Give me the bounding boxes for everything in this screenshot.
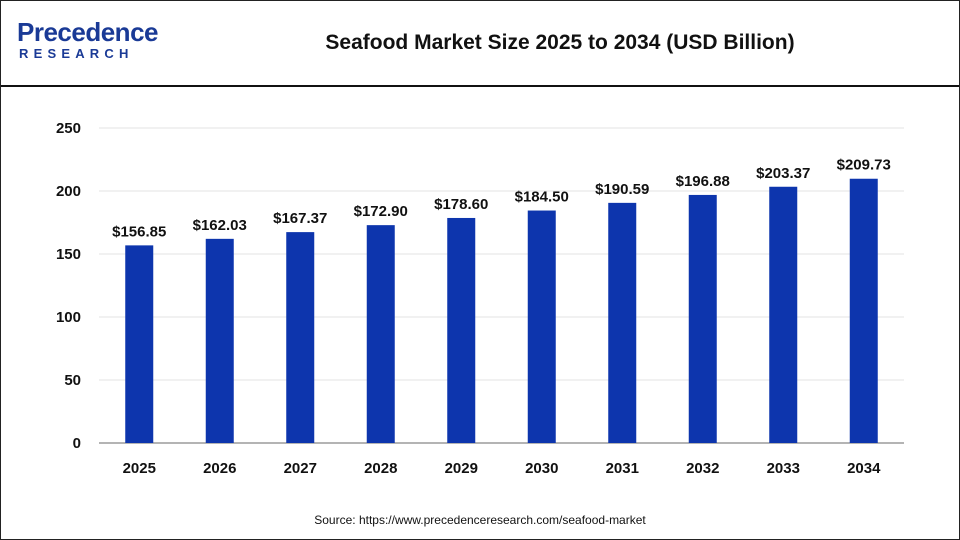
data-label: $184.50 xyxy=(515,189,569,206)
x-tick-label: 2027 xyxy=(284,460,317,477)
x-tick-label: 2030 xyxy=(525,460,558,477)
bar xyxy=(125,245,154,443)
data-label: $167.37 xyxy=(273,210,327,227)
bar xyxy=(769,186,798,444)
data-label: $178.60 xyxy=(434,196,488,213)
x-tick-label: 2025 xyxy=(123,460,156,477)
bar xyxy=(608,202,637,443)
header: Precedence RESEARCH Seafood Market Size … xyxy=(1,1,959,87)
brand-logo: Precedence RESEARCH xyxy=(17,17,167,65)
x-tick-label: 2032 xyxy=(686,460,719,477)
bar xyxy=(688,194,717,443)
data-label: $156.85 xyxy=(112,223,166,240)
bar-chart: 0 50 100 150 200 250 $156.85 2025 $162.03 2026 $16… xyxy=(56,120,904,477)
bar xyxy=(527,210,556,443)
x-tick-label: 2026 xyxy=(203,460,236,477)
data-label: $190.59 xyxy=(595,181,649,198)
x-tick-label: 2034 xyxy=(847,460,881,477)
y-tick-label: 150 xyxy=(56,246,81,263)
bar xyxy=(205,238,234,443)
bar xyxy=(286,232,315,443)
y-tick-label: 100 xyxy=(56,309,81,326)
x-tick-label: 2028 xyxy=(364,460,397,477)
data-label: $203.37 xyxy=(756,165,810,182)
chart-title: Seafood Market Size 2025 to 2034 (USD Bi… xyxy=(325,31,795,54)
logo-wordmark: Precedence xyxy=(17,17,158,47)
data-label: $162.03 xyxy=(193,217,247,234)
x-tick-label: 2033 xyxy=(767,460,800,477)
bar xyxy=(447,217,476,443)
source-note: Source: https://www.precedenceresearch.c… xyxy=(314,513,646,527)
x-tick-label: 2031 xyxy=(606,460,639,477)
bar xyxy=(366,225,395,443)
data-label: $196.88 xyxy=(676,173,730,190)
x-tick-label: 2029 xyxy=(445,460,478,477)
data-label: $172.90 xyxy=(354,203,408,220)
logo-subtitle: RESEARCH xyxy=(19,46,134,61)
bar xyxy=(849,178,878,443)
y-tick-label: 0 xyxy=(73,435,81,452)
y-tick-label: 50 xyxy=(64,372,81,389)
y-tick-label: 250 xyxy=(56,120,81,137)
data-label: $209.73 xyxy=(837,157,891,174)
y-tick-label: 200 xyxy=(56,183,81,200)
